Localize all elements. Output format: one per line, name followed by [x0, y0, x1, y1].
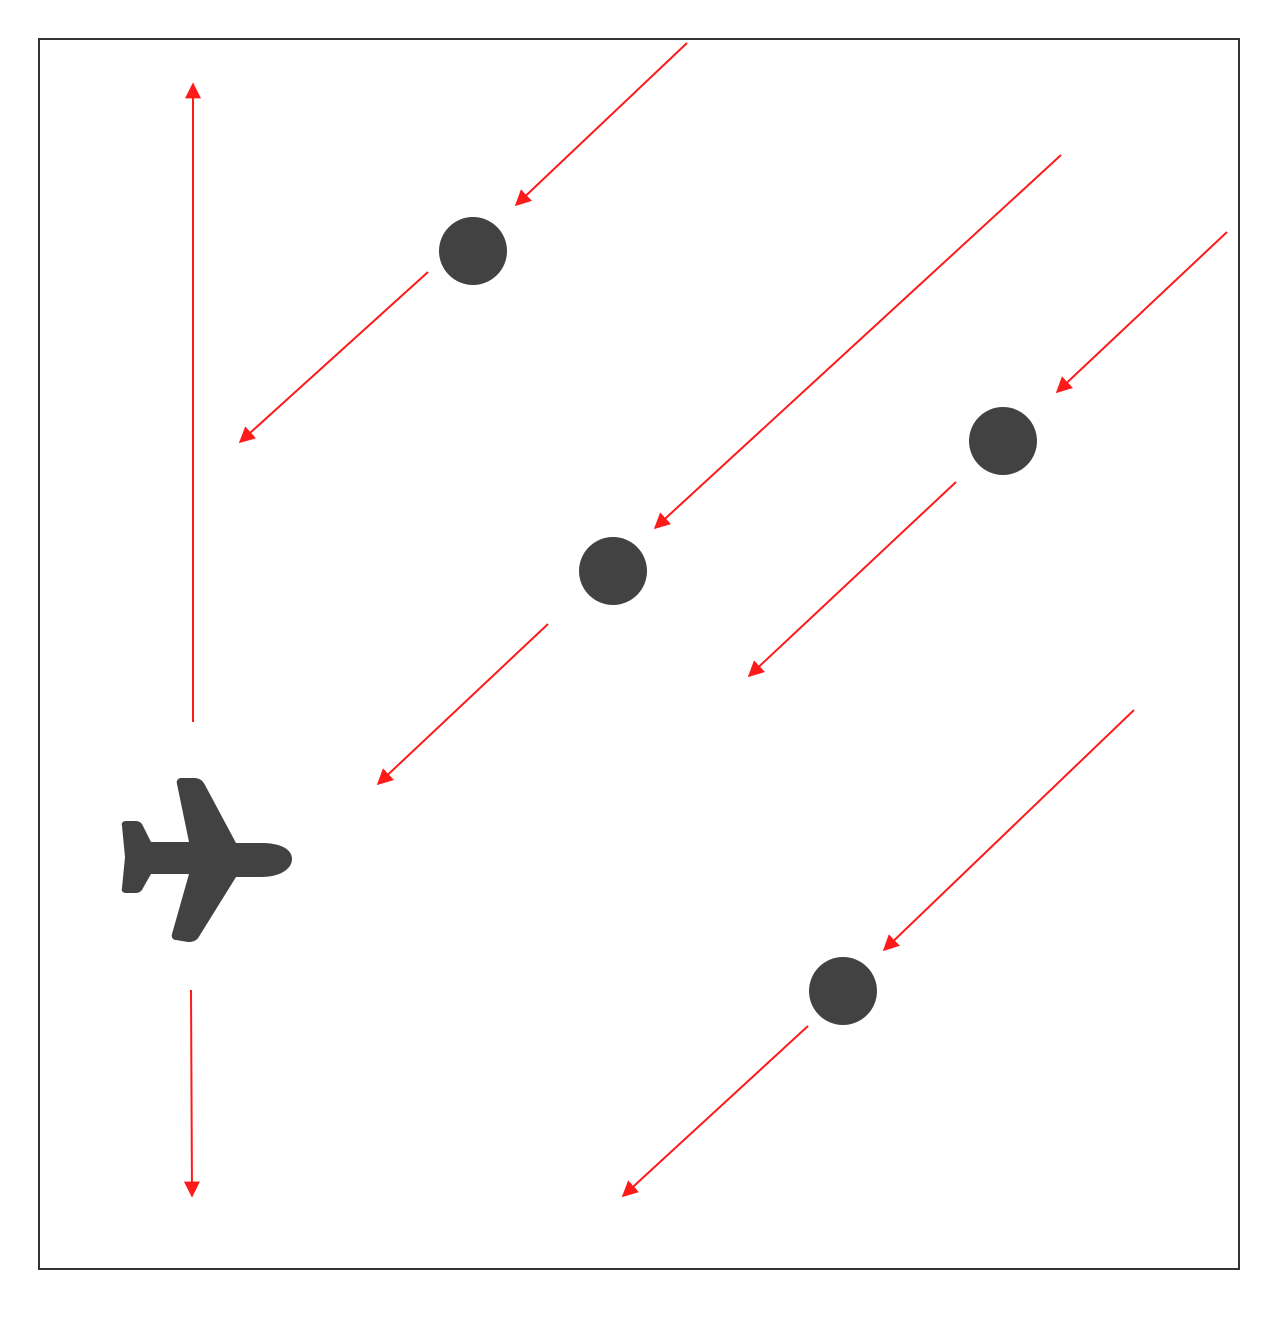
- aircraft-arrows: [183, 82, 201, 1198]
- object-4-outgoing-arrow: [621, 1025, 809, 1198]
- aircraft-arrow-down: [183, 989, 200, 1198]
- object-1-arrows: [238, 42, 688, 444]
- object-4-arrows: [621, 709, 1135, 1198]
- object-4-marker: [809, 957, 877, 1025]
- object-3-arrows: [747, 231, 1228, 678]
- object-1-marker: [439, 217, 507, 285]
- airplane-body: [121, 778, 292, 942]
- object-markers: [439, 217, 1037, 1025]
- object-2-incoming-arrow: [653, 154, 1062, 530]
- object-3-marker: [969, 407, 1037, 475]
- object-4-incoming-arrow: [882, 709, 1135, 952]
- object-2-marker: [579, 537, 647, 605]
- object-1-outgoing-arrow: [238, 271, 429, 444]
- diagram-frame: [38, 38, 1240, 1270]
- object-2-arrows: [376, 154, 1062, 786]
- object-1-incoming-arrow: [514, 42, 688, 207]
- airplane-icon: [121, 778, 292, 942]
- object-3-outgoing-arrow: [747, 481, 957, 678]
- object-3-incoming-arrow: [1055, 231, 1228, 394]
- object-2-outgoing-arrow: [376, 623, 549, 786]
